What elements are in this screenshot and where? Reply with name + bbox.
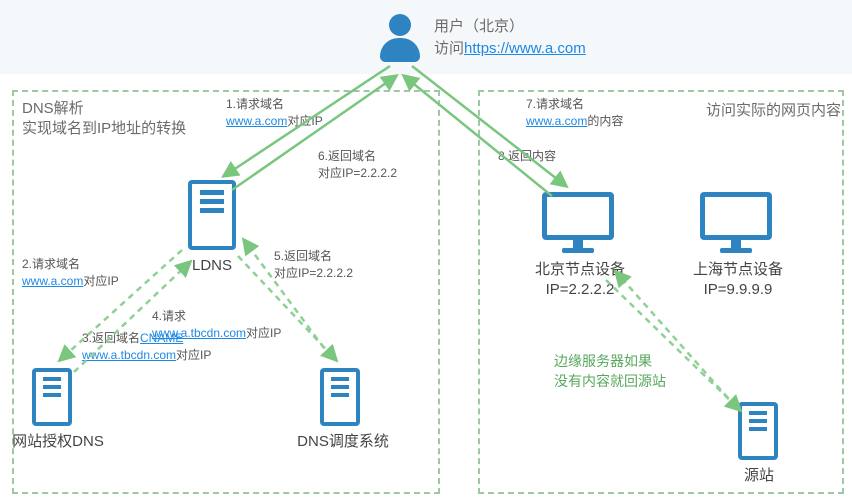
origin-server-icon (738, 402, 778, 460)
visit-url: https://www.a.com (464, 40, 586, 57)
shanghai-name: 上海节点设备 (688, 260, 788, 280)
edge4-label: 4.请求 www.a.tbcdn.com对应IP (152, 308, 281, 342)
dispatcher-server-icon (320, 368, 360, 426)
edge1-label: 1.请求域名 www.a.com对应IP (226, 96, 323, 130)
authdns-label: 网站授权DNS (8, 432, 108, 452)
user-icon (380, 14, 420, 64)
dispatcher-label: DNS调度系统 (288, 432, 398, 452)
real-title: 访问实际的网页内容 (706, 100, 841, 121)
origin-note: 边缘服务器如果 没有内容就回源站 (554, 352, 666, 391)
edge8-label: 8.返回内容 (498, 148, 556, 165)
authdns-server-icon (32, 368, 72, 426)
user-label: 用户（北京） (434, 16, 524, 37)
dns-title-1: DNS解析 (22, 98, 84, 119)
ldns-server-icon (188, 180, 236, 250)
header-band (0, 0, 852, 74)
dns-title-2: 实现域名到IP地址的转换 (22, 118, 186, 139)
shanghai-monitor-icon (700, 192, 772, 256)
visit-prefix: 访问 (434, 40, 464, 57)
beijing-ip: IP=2.2.2.2 (530, 280, 630, 300)
origin-label: 源站 (724, 466, 794, 486)
shanghai-ip: IP=9.9.9.9 (688, 280, 788, 300)
beijing-name: 北京节点设备 (530, 260, 630, 280)
edge6-label: 6.返回域名 对应IP=2.2.2.2 (318, 148, 397, 182)
ldns-label: LDNS (170, 256, 254, 276)
user-visit: 访问https://www.a.com (434, 38, 586, 59)
edge7-label: 7.请求域名 www.a.com的内容 (526, 96, 623, 130)
edge2-label: 2.请求域名 www.a.com对应IP (22, 256, 119, 290)
edge5-label: 5.返回域名 对应IP=2.2.2.2 (274, 248, 353, 282)
beijing-monitor-icon (542, 192, 614, 256)
